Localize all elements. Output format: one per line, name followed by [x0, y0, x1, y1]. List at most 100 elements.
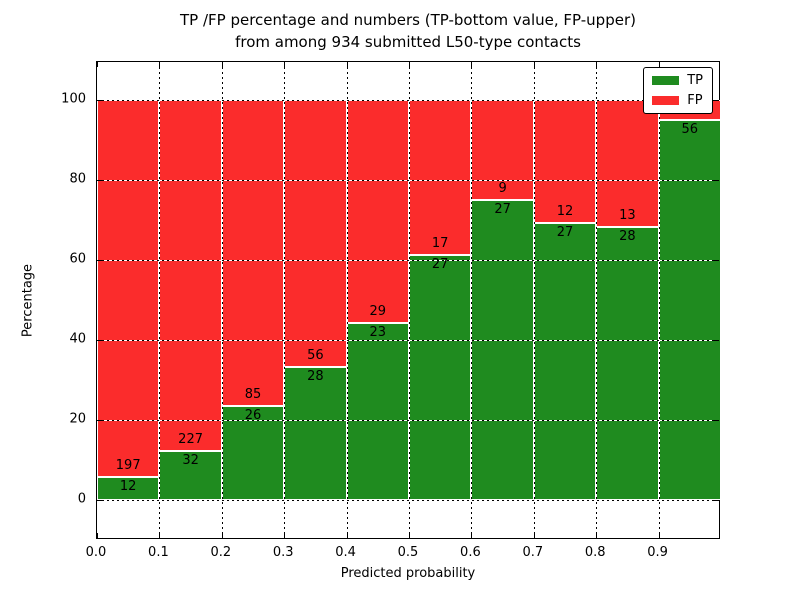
x-tick-label: 0.0 [85, 545, 107, 560]
fp-count-label: 85 [244, 387, 262, 403]
fp-legend-swatch [652, 96, 680, 105]
bar-tp-segment [284, 366, 347, 500]
tp-count-label: 27 [494, 202, 511, 217]
gridline-vertical [658, 62, 660, 538]
y-tick-mark [714, 500, 719, 501]
bar-fp-segment [97, 100, 160, 478]
tp-count-label: 27 [431, 256, 449, 272]
gridline-vertical [409, 62, 410, 538]
fp-count-label: 29 [369, 304, 387, 320]
y-tick-mark [97, 260, 102, 261]
x-tick-mark [159, 62, 161, 67]
y-tick-mark [714, 260, 719, 261]
x-tick-label: 0.9 [647, 545, 668, 560]
tp-count-label: 12 [119, 479, 137, 495]
x-tick-mark [221, 533, 223, 538]
gridline-vertical [533, 62, 535, 538]
y-tick-mark [97, 180, 102, 181]
plot-area: 12 197 32 227 26 85 28 56 23 29 27 17 27 9 27 12 28 13 56 … [96, 61, 721, 539]
fp-count-label: 17 [431, 235, 449, 251]
bar-fp-segment [159, 100, 222, 451]
y-tick-label: 80 [69, 171, 86, 187]
x-tick-mark [409, 533, 410, 538]
gridline-vertical [346, 62, 348, 538]
bar-fp-segment [346, 100, 409, 324]
bar-tp-segment [533, 223, 597, 500]
x-axis-label: Predicted probability [340, 566, 476, 581]
bar-tp-segment [159, 450, 222, 500]
chart-title-line1: TP /FP percentage and numbers (TP-bottom… [180, 11, 636, 29]
bar-tp-segment [596, 226, 659, 500]
x-tick-label: 0.8 [584, 545, 606, 560]
y-tick-mark [714, 180, 719, 181]
x-tick-mark [97, 533, 98, 538]
bar-tp-segment [658, 120, 721, 500]
x-tick-label: 0.1 [148, 545, 169, 560]
gridline-horizontal [97, 180, 719, 181]
tp-count-label: 26 [244, 408, 262, 424]
x-tick-mark [658, 533, 660, 538]
gridline-vertical [596, 62, 598, 538]
y-tick-mark [714, 340, 719, 341]
x-tick-mark [159, 533, 161, 538]
y-tick-label: 60 [69, 251, 86, 267]
x-tick-label: 0.6 [460, 545, 481, 560]
x-tick-mark [346, 62, 348, 67]
y-tick-mark [97, 100, 102, 101]
x-tick-label: 0.4 [335, 545, 356, 560]
y-tick-mark [714, 100, 719, 101]
legend-row: FP [652, 94, 703, 107]
gridline-horizontal [97, 500, 719, 501]
tp-count-label: 32 [182, 452, 199, 468]
x-tick-label: 0.3 [272, 545, 294, 560]
legend-label: FP [687, 93, 703, 108]
gridline-vertical [284, 62, 286, 538]
tp-count-label: 27 [556, 225, 574, 241]
gridline-vertical [159, 62, 161, 538]
fp-count-label: 227 [178, 431, 204, 447]
y-tick-mark [714, 420, 719, 421]
bar-tp-segment [346, 323, 409, 500]
x-tick-mark [471, 533, 473, 538]
chart-title: TP /FP percentage and numbers (TP-bottom… [96, 9, 720, 53]
x-tick-mark [471, 62, 473, 67]
bar-fp-segment [596, 100, 659, 227]
bar-fp-segment [221, 100, 285, 407]
legend: TP FP [643, 67, 713, 114]
x-tick-mark [97, 62, 98, 67]
fp-count-label: 56 [307, 347, 324, 363]
x-tick-mark [284, 62, 286, 67]
y-tick-mark [97, 420, 102, 421]
bar-tp-segment [409, 254, 472, 500]
x-tick-mark [596, 533, 598, 538]
fp-count-label: 13 [619, 207, 636, 223]
y-tick-mark [97, 340, 102, 341]
y-tick-label: 100 [61, 91, 86, 107]
x-tick-mark [658, 62, 660, 67]
x-tick-label: 0.5 [397, 545, 419, 560]
x-tick-mark [284, 533, 286, 538]
gridline-horizontal [97, 340, 719, 341]
y-tick-label: 40 [69, 331, 86, 347]
x-tick-mark [596, 62, 598, 67]
y-tick-label: 20 [69, 411, 86, 427]
bar-fp-segment [533, 100, 597, 224]
gridline-horizontal [97, 100, 719, 101]
fp-count-label: 197 [115, 458, 141, 474]
x-tick-mark [533, 533, 535, 538]
y-tick-label: 0 [77, 491, 86, 507]
gridline-vertical [471, 62, 473, 538]
tp-count-label: 28 [619, 228, 636, 244]
bar-tp-segment [97, 477, 160, 500]
x-tick-label: 0.2 [210, 545, 232, 560]
x-tick-mark [221, 62, 223, 67]
tp-count-label: 56 [681, 122, 699, 138]
y-axis-label: Percentage [20, 263, 36, 338]
legend-row: TP [652, 74, 703, 87]
gridline-horizontal [97, 420, 719, 421]
chart-title-line2: from among 934 submitted L50-type contac… [235, 33, 581, 51]
x-tick-label: 0.7 [522, 545, 544, 560]
bar-fp-segment [284, 100, 347, 367]
x-tick-mark [533, 62, 535, 67]
